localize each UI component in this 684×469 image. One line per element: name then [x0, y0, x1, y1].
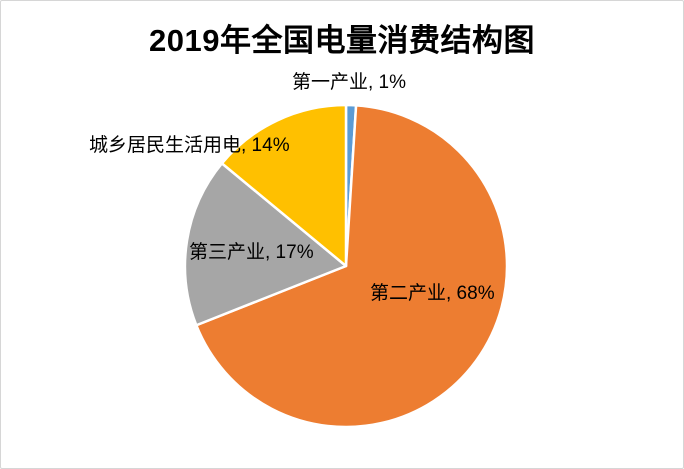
- pie-slice-3: [220, 103, 348, 268]
- slice-label-residential-electricity: 城乡居民生活用电, 14%: [89, 135, 290, 156]
- pie-slice-1: [195, 104, 509, 429]
- chart-title: 2019年全国电量消费结构图: [149, 23, 535, 58]
- slice-label-primary-industry: 第一产业, 1%: [292, 72, 407, 93]
- slice-label-secondary-industry: 第二产业, 68%: [370, 283, 495, 304]
- pie-slice-2: [183, 162, 348, 327]
- slice-label-tertiary-industry: 第三产业, 17%: [189, 242, 314, 263]
